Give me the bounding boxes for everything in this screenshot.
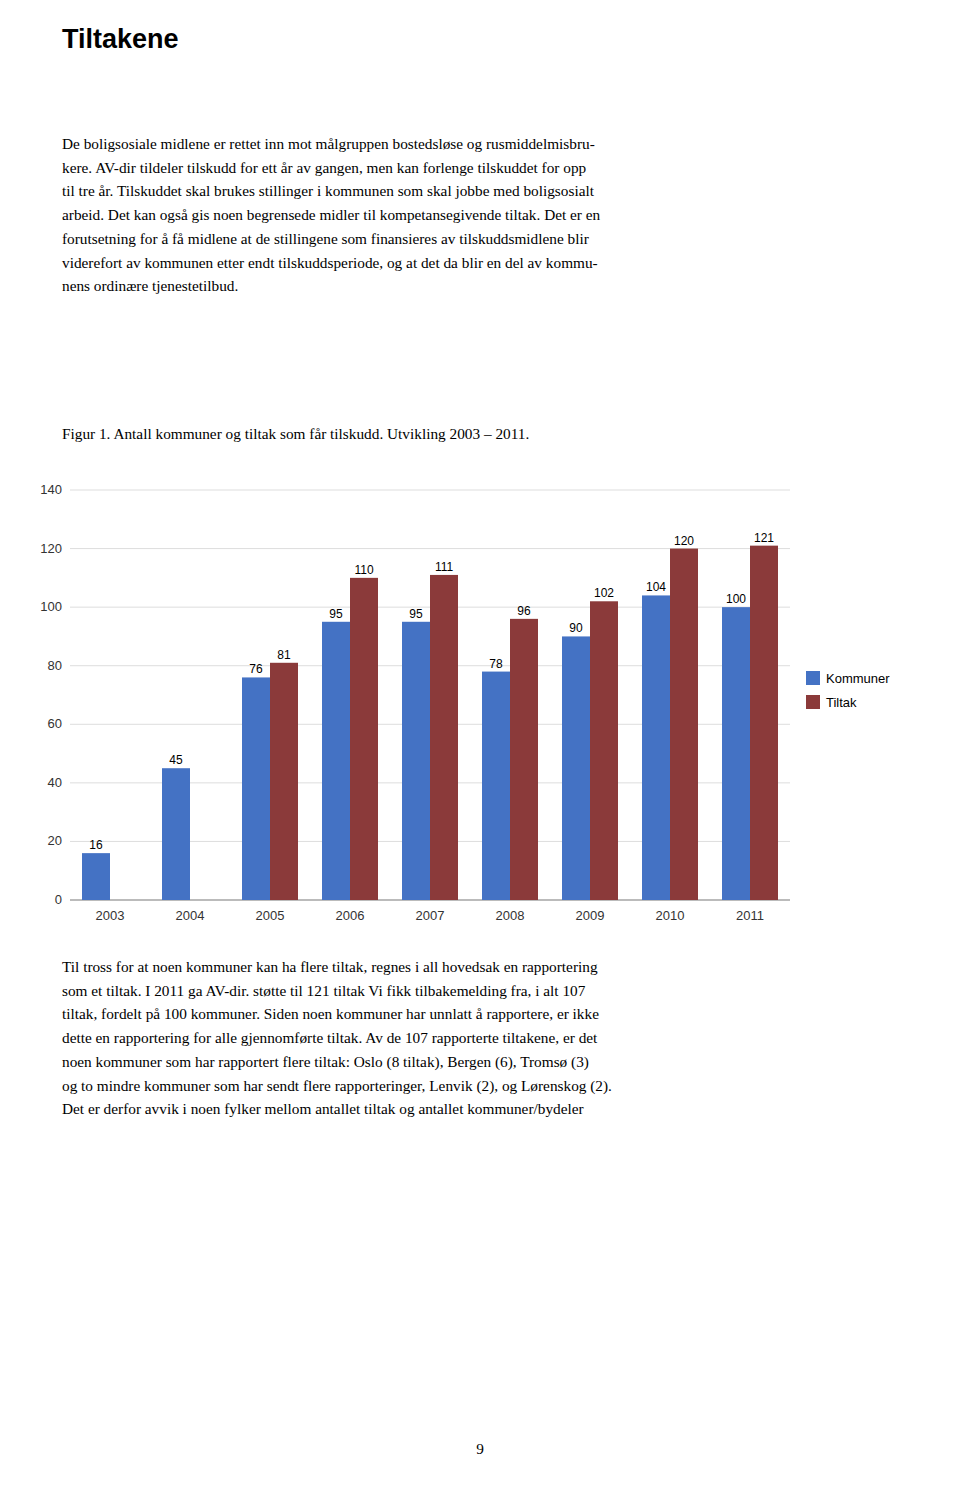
body-text: De boligsosiale midlene er rettet inn mo…	[62, 132, 600, 298]
bar	[82, 853, 110, 900]
x-tick-label: 2004	[176, 908, 205, 923]
body-text: Til tross for at noen kommuner kan ha fl…	[62, 955, 612, 1121]
legend-label: Tiltak	[826, 695, 857, 710]
page-title: Tiltakene	[62, 24, 179, 55]
x-tick-label: 2010	[656, 908, 685, 923]
bars	[82, 546, 778, 900]
data-label: 90	[569, 621, 583, 635]
data-label: 95	[409, 607, 423, 621]
data-label: 45	[169, 753, 183, 767]
bar	[670, 549, 698, 900]
data-labels: 16 45 76 95 95 78 90 104 100 81 110 111 96 102 120 121	[89, 531, 774, 853]
x-tick-label: 2011	[736, 908, 764, 923]
data-label: 121	[754, 531, 774, 545]
legend-swatch	[806, 695, 820, 709]
bar	[430, 575, 458, 900]
bar	[162, 768, 190, 900]
grid-line	[70, 490, 790, 491]
bar	[350, 578, 378, 900]
chart-title: Figur 1. Antall kommuner og tiltak som f…	[62, 425, 529, 443]
data-label: 95	[329, 607, 343, 621]
data-label: 16	[89, 838, 103, 852]
bar	[750, 546, 778, 900]
y-tick-label: 40	[48, 775, 62, 790]
bar	[242, 677, 270, 900]
x-tick-label: 2006	[336, 908, 365, 923]
legend-label: Kommuner	[826, 671, 890, 686]
bar	[402, 622, 430, 900]
chart: 0 20 40 60 80 100 120 140 16 45 76 95 95 78 90 104 100 81…	[0, 470, 960, 940]
data-label: 104	[646, 580, 666, 594]
x-tick-label: 2009	[576, 908, 605, 923]
data-label: 110	[354, 563, 373, 577]
y-tick-label: 100	[40, 599, 62, 614]
x-tick-label: 2007	[416, 908, 445, 923]
bar	[322, 622, 350, 900]
y-tick-label: 20	[48, 833, 62, 848]
bar	[722, 607, 750, 900]
bar	[510, 619, 538, 900]
bar	[270, 663, 298, 900]
data-label: 120	[674, 534, 694, 548]
bar	[642, 595, 670, 900]
data-label: 102	[594, 586, 614, 600]
legend-swatch	[806, 671, 820, 685]
bar	[562, 636, 590, 900]
page-number: 9	[0, 1440, 960, 1458]
y-tick-label: 120	[40, 541, 62, 556]
legend: Kommuner Tiltak	[806, 671, 890, 710]
data-label: 81	[277, 648, 291, 662]
bar	[590, 601, 618, 900]
y-tick-label: 80	[48, 658, 62, 673]
data-label: 96	[517, 604, 531, 618]
y-tick-label: 60	[48, 716, 62, 731]
data-label: 100	[726, 592, 746, 606]
x-tick-label: 2005	[256, 908, 285, 923]
x-tick-label: 2003	[96, 908, 125, 923]
bar	[482, 672, 510, 900]
data-label: 78	[489, 657, 503, 671]
data-label: 111	[435, 560, 454, 574]
x-tick-label: 2008	[496, 908, 525, 923]
y-tick-label: 0	[55, 892, 62, 907]
data-label: 76	[249, 662, 263, 676]
y-tick-label: 140	[40, 482, 62, 497]
